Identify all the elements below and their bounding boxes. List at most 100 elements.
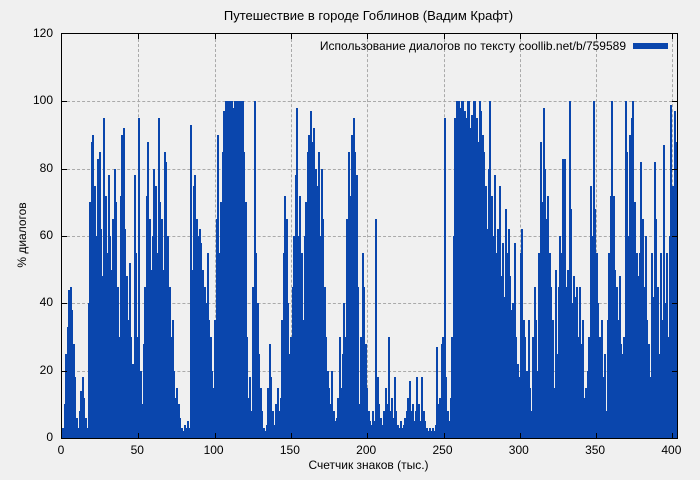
bar [303, 236, 306, 438]
bar [366, 387, 369, 438]
bar [545, 219, 548, 438]
bar [179, 417, 182, 438]
bar [571, 303, 574, 438]
bar [256, 303, 259, 438]
bar [328, 387, 331, 438]
bar [275, 404, 277, 438]
bar [200, 242, 203, 438]
bar [338, 337, 341, 438]
bar [579, 286, 582, 438]
gridline-y-40 [62, 303, 677, 305]
y-tick-mirror [672, 101, 677, 103]
bar [605, 411, 607, 438]
bar [513, 242, 516, 438]
bar [74, 377, 77, 438]
bar [83, 397, 86, 438]
bar [258, 353, 261, 438]
bar [352, 118, 355, 438]
bar [145, 195, 148, 438]
bar [265, 424, 268, 438]
bar [103, 118, 106, 438]
bar [637, 276, 639, 438]
bar [84, 417, 87, 438]
bar [98, 151, 101, 438]
bar [198, 229, 201, 438]
bar [162, 269, 165, 438]
bar [124, 229, 127, 438]
bar [332, 411, 335, 438]
bar [106, 252, 109, 438]
y-tick-mirror [672, 370, 677, 372]
bar [627, 236, 630, 438]
bar [278, 411, 280, 438]
bar [529, 387, 531, 438]
bar [279, 397, 282, 438]
bar [379, 417, 382, 438]
bar [288, 353, 291, 438]
gridline-y-100 [62, 101, 677, 103]
x-tick [596, 433, 598, 438]
bar [125, 276, 128, 438]
bar [240, 101, 242, 438]
bar [580, 343, 583, 438]
bar [516, 363, 519, 438]
y-tick-label: 40 [39, 295, 53, 310]
legend-label: Использование диалогов по тексту coollib… [319, 39, 626, 53]
bar [259, 387, 262, 438]
x-tick-mirror [519, 34, 521, 39]
bar [296, 108, 299, 438]
bar [367, 411, 370, 438]
bar [667, 337, 670, 438]
bar [87, 303, 90, 438]
bar [177, 404, 180, 438]
bar [361, 252, 364, 438]
bar [592, 101, 595, 438]
y-tick-mirror [672, 303, 677, 305]
bar [472, 101, 475, 438]
bar [539, 141, 542, 438]
bar [480, 111, 483, 438]
bar [486, 229, 489, 438]
y-tick [62, 370, 67, 372]
y-tick-label: 20 [39, 362, 53, 377]
bar [185, 427, 188, 438]
bar [433, 431, 436, 438]
bar [233, 101, 236, 438]
bar [188, 427, 191, 438]
x-tick-label: 250 [432, 443, 453, 457]
bar [326, 370, 329, 438]
bar [309, 111, 312, 438]
bar [554, 269, 557, 438]
bar [136, 337, 139, 438]
bar [641, 219, 644, 438]
bar [360, 337, 363, 438]
bar [573, 276, 576, 438]
bar [253, 101, 256, 438]
bar [154, 185, 157, 438]
bar [302, 320, 305, 438]
bar [255, 252, 258, 438]
bar [107, 175, 110, 438]
bar [417, 404, 420, 438]
bar [133, 175, 136, 438]
bar [121, 135, 124, 438]
bar [525, 370, 528, 438]
bar [672, 185, 674, 438]
bar [521, 229, 524, 438]
bar [589, 185, 592, 438]
bar [244, 202, 247, 438]
bar [340, 387, 343, 438]
x-tick [138, 433, 140, 438]
bar [141, 404, 144, 438]
bar [243, 151, 245, 438]
bar [434, 424, 437, 438]
bar [384, 387, 387, 438]
bar [235, 101, 238, 438]
bar [431, 427, 434, 438]
bar [373, 421, 376, 438]
bar [410, 411, 413, 438]
bar [65, 353, 67, 438]
bar [122, 128, 125, 438]
bar [588, 337, 591, 438]
bar [632, 101, 635, 438]
